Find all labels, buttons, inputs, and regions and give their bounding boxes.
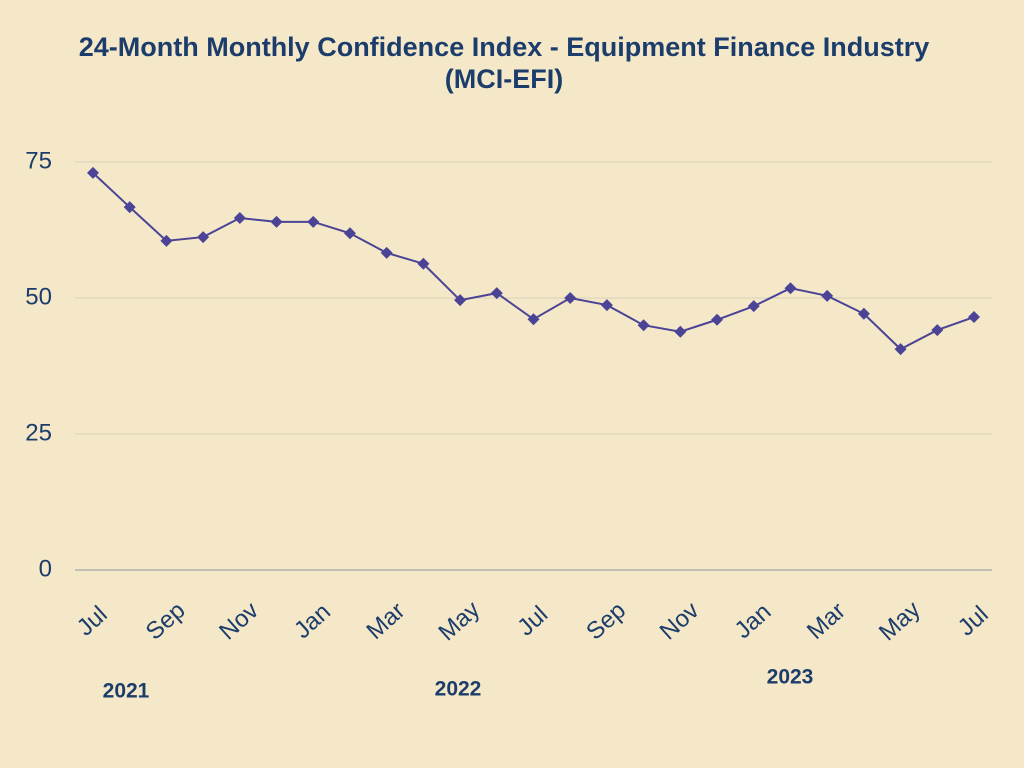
data-marker: [747, 300, 760, 313]
data-marker: [87, 166, 99, 179]
y-tick-label: 0: [39, 555, 52, 582]
data-marker: [343, 227, 356, 240]
x-tick-label: Jan: [730, 598, 777, 644]
x-tick-label: Nov: [655, 597, 705, 646]
year-label: 2022: [435, 678, 482, 701]
data-marker: [233, 212, 246, 225]
data-marker: [564, 292, 577, 304]
data-marker: [270, 215, 283, 228]
x-tick-label: Jul: [72, 601, 113, 642]
data-marker: [417, 257, 430, 270]
x-tick-label: Jul: [953, 601, 994, 642]
y-tick-label: 25: [25, 419, 52, 446]
data-marker: [821, 289, 834, 302]
data-marker: [784, 282, 797, 295]
year-label: 2023: [767, 666, 814, 689]
data-marker: [711, 313, 724, 326]
x-tick-label: Sep: [581, 597, 631, 646]
data-marker: [197, 231, 210, 244]
data-marker: [527, 313, 540, 326]
data-marker: [454, 294, 467, 307]
data-marker: [380, 246, 393, 259]
year-label: 2021: [103, 680, 150, 703]
y-tick-label: 50: [25, 283, 52, 310]
y-tick-label: 75: [25, 147, 52, 174]
data-marker: [894, 343, 907, 356]
data-marker: [857, 307, 870, 320]
x-tick-label: Nov: [214, 597, 264, 646]
data-marker: [123, 201, 136, 214]
x-tick-label: Mar: [361, 597, 410, 645]
x-tick-label: Jul: [512, 601, 553, 642]
data-marker: [160, 234, 173, 247]
data-marker: [674, 325, 687, 338]
x-tick-label: Jan: [289, 598, 336, 644]
chart-title: 24-Month Monthly Confidence Index - Equi…: [78, 32, 930, 94]
data-marker: [637, 319, 650, 332]
data-marker: [600, 299, 613, 312]
x-tick-label: May: [874, 596, 926, 646]
data-marker: [968, 311, 980, 324]
x-tick-label: May: [433, 596, 485, 646]
x-tick-label: Sep: [141, 597, 191, 646]
data-marker: [490, 287, 503, 300]
data-marker: [307, 215, 320, 228]
data-marker: [931, 324, 944, 337]
x-tick-label: Mar: [802, 597, 851, 645]
